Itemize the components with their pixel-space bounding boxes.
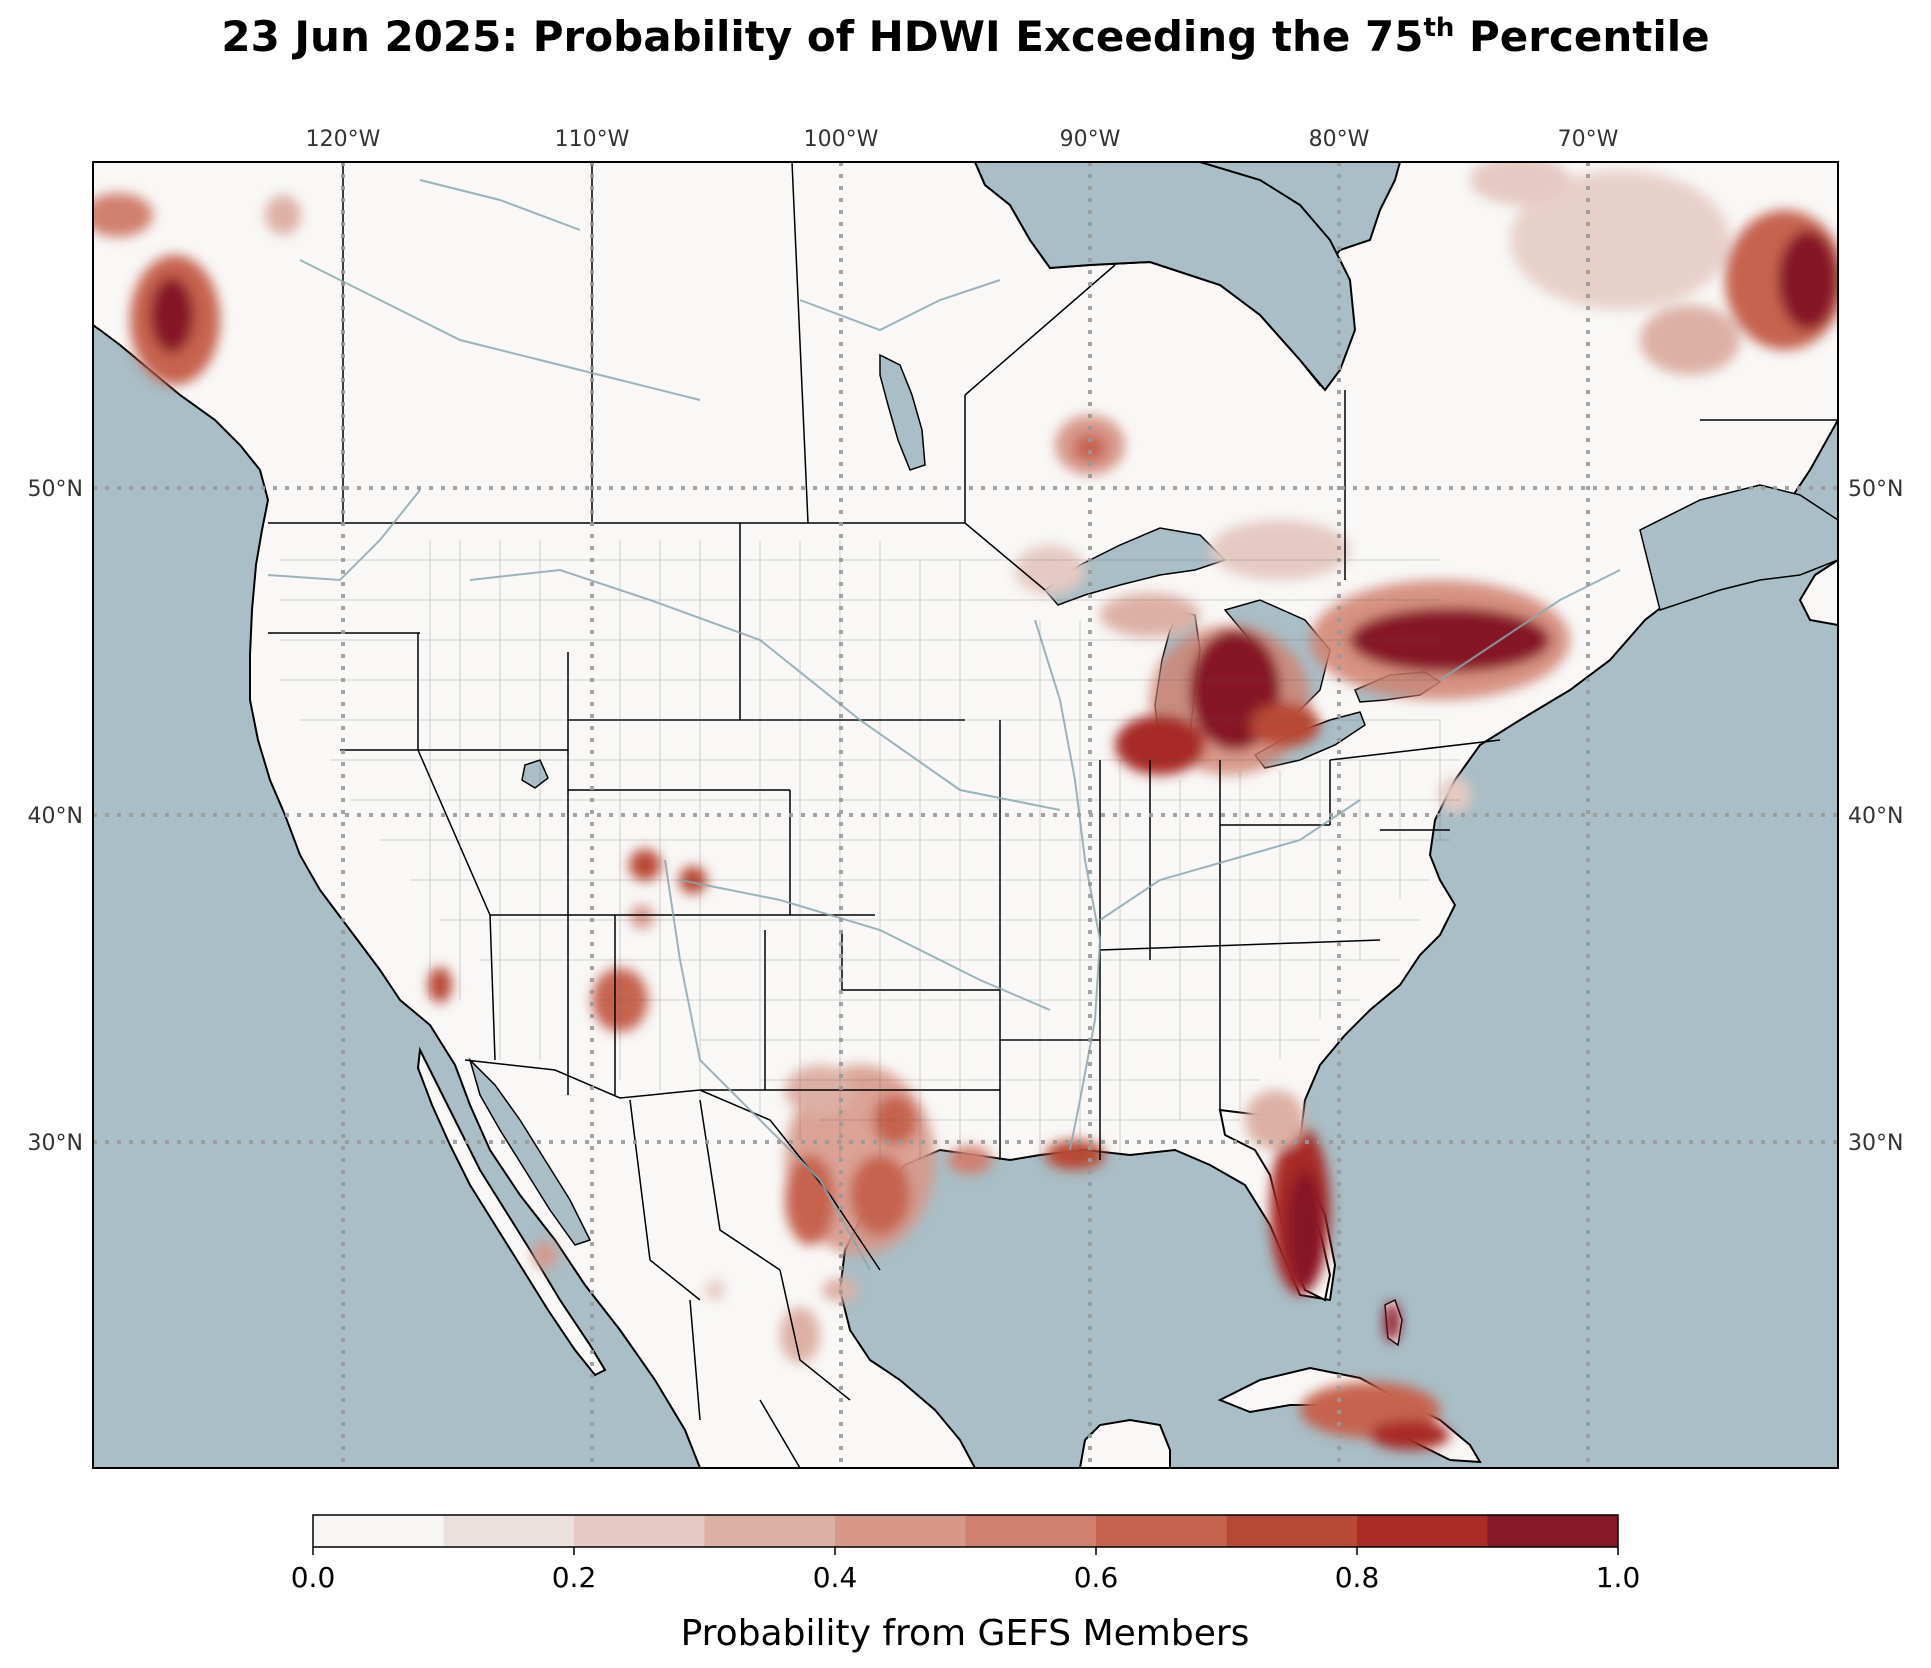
gulf-of-california (468, 1057, 592, 1246)
lon-label-80w: 80°W (1309, 127, 1370, 152)
prob-bc-north (93, 193, 153, 237)
colorbar-tick-2: 0.4 (813, 1561, 858, 1594)
arkansas-river (679, 879, 1051, 1011)
prob-sonora (705, 1280, 725, 1300)
canadian-rivers (299, 179, 1001, 401)
title-superscript: th (1423, 13, 1455, 43)
prob-mexico-center (780, 1307, 820, 1363)
mexico-state-borders (629, 1099, 851, 1468)
latitude-labels-left: 50°N 40°N 30°N (28, 477, 83, 1156)
prob-florida-core (1287, 1170, 1323, 1290)
lake-winnipeg (879, 353, 926, 471)
lat-label-right-40n: 40°N (1848, 804, 1903, 829)
title-tail: Percentile (1454, 12, 1710, 61)
colorbar-segment-8 (1357, 1515, 1488, 1547)
land-yucatan (1078, 1418, 1171, 1468)
prob-california (428, 967, 452, 1003)
colorbar-tick-4: 0.8 (1335, 1561, 1380, 1594)
colorbar-tick-0: 0.0 (291, 1561, 336, 1594)
prob-upper-peninsula (1100, 593, 1200, 637)
graticule (93, 162, 1838, 1468)
colorbar-segment-0 (313, 1515, 444, 1547)
prob-new-mexico (630, 905, 654, 929)
prob-nw-ontario-core (1074, 434, 1106, 462)
prob-cuba-core (1370, 1420, 1450, 1450)
lat-label-right-30n: 30°N (1848, 1131, 1903, 1156)
prob-labrador-core (1778, 230, 1838, 330)
lat-label-left-30n: 30°N (28, 1131, 83, 1156)
lon-label-100w: 100°W (804, 127, 879, 152)
prob-colorado-west (629, 849, 661, 881)
columbia-river (267, 489, 421, 582)
colorbar-segment-6 (1096, 1515, 1227, 1547)
prob-alberta (265, 195, 301, 235)
colorbar-tick-5: 1.0 (1596, 1561, 1641, 1594)
prob-quebec-top (1470, 162, 1570, 205)
us-canada-border (268, 522, 1046, 591)
mississippi-river (1034, 619, 1102, 1151)
missouri-river (469, 568, 1061, 811)
map-frame (92, 161, 1839, 1469)
map-title: 23 Jun 2025: Probability of HDWI Exceedi… (0, 12, 1931, 61)
probability-field (93, 162, 1838, 1450)
lon-label-70w: 70°W (1558, 127, 1619, 152)
lat-label-left-50n: 50°N (28, 477, 83, 502)
longitude-labels: 120°W 110°W 100°W 90°W 80°W 70°W (306, 127, 1619, 152)
prob-minnesota (1015, 545, 1085, 595)
rivers (267, 179, 1621, 1271)
prob-east-texas-coast (948, 1146, 992, 1174)
colorbar-frame (312, 1514, 1619, 1548)
colorbar-segment-3 (704, 1515, 836, 1547)
prob-wisconsin-shore (1115, 715, 1205, 775)
colorbar-label: Probability from GEFS Members (681, 1613, 1250, 1654)
prob-northern-ontario (1210, 520, 1350, 580)
prob-quebec-center (1640, 305, 1740, 375)
rio-grande (664, 859, 871, 1271)
colorbar (312, 1514, 1619, 1555)
prob-texas-core (850, 1155, 910, 1235)
colorbar-segment-2 (574, 1515, 705, 1547)
title-main: 23 Jun 2025: Probability of HDWI Exceedi… (221, 12, 1424, 61)
lon-label-120w: 120°W (306, 127, 381, 152)
lon-label-90w: 90°W (1060, 127, 1121, 152)
land-newfoundland (1798, 558, 1838, 627)
colorbar-segment-1 (443, 1515, 575, 1547)
colorbar-segment-4 (835, 1515, 966, 1547)
prob-british-columbia-core (150, 277, 194, 353)
prob-northeast (1439, 777, 1471, 813)
prob-texas-west (785, 1155, 835, 1245)
colorbar-segment-5 (965, 1515, 1097, 1547)
prob-quebec-north (1510, 170, 1730, 310)
prob-baja-south (533, 1241, 557, 1269)
colorbar-tick-1: 0.2 (552, 1561, 597, 1594)
colorbar-segment-7 (1226, 1515, 1358, 1547)
lat-label-right-50n: 50°N (1848, 477, 1903, 502)
prob-lake-erie-shore (1250, 703, 1320, 747)
prob-ontario-core (1350, 608, 1550, 672)
hudson-bay (973, 162, 1357, 392)
colorbar-tick-3: 0.6 (1074, 1561, 1119, 1594)
prob-florida-north (1245, 1090, 1305, 1150)
great-salt-lake (521, 759, 549, 789)
lat-label-left-40n: 40°N (28, 804, 83, 829)
map-panel[interactable] (83, 155, 1845, 1468)
colorbar-segment-9 (1487, 1515, 1619, 1547)
colorbar-tick-labels: 0.0 0.2 0.4 0.6 0.8 1.0 (291, 1561, 1641, 1594)
ohio-river (1099, 799, 1361, 921)
prob-louisiana (1045, 1140, 1105, 1170)
lon-label-110w: 110°W (555, 127, 630, 152)
prob-bahamas (1384, 1302, 1400, 1342)
land-baja-california (416, 1046, 607, 1377)
latitude-labels-right: 50°N 40°N 30°N (1848, 477, 1903, 1156)
